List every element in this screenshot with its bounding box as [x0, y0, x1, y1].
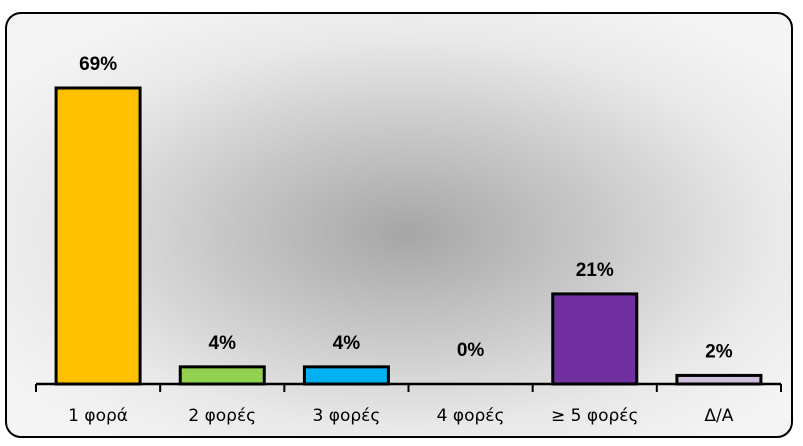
- x-tick-labels: 1 φορά 2 φορές 3 φορές 4 φορές ≥ 5 φορές Δ/Α: [68, 406, 734, 426]
- x-tick-label-4: 4 φορές: [437, 406, 505, 426]
- x-axis: [35, 382, 782, 392]
- data-label-6: 2%: [705, 341, 733, 362]
- x-tick-label-6: Δ/Α: [704, 406, 733, 426]
- data-label-4: 0%: [457, 340, 485, 361]
- data-labels: 69% 4% 4% 0% 21% 2%: [79, 54, 733, 362]
- x-tick-label-1: 1 φορά: [68, 406, 128, 426]
- x-tick-label-5: ≥ 5 φορές: [551, 406, 638, 426]
- bar-6: [675, 373, 763, 386]
- bar-3: [302, 365, 390, 386]
- bar-2: [178, 365, 266, 386]
- data-label-2: 4%: [209, 333, 237, 354]
- bars-layer: [54, 86, 763, 386]
- data-label-3: 4%: [333, 333, 361, 354]
- bar-1: [54, 86, 142, 386]
- x-tick-label-3: 3 φορές: [313, 406, 381, 426]
- bar-5: [551, 292, 639, 386]
- data-label-5: 21%: [576, 260, 614, 281]
- x-tick-label-2: 2 φορές: [188, 406, 256, 426]
- data-label-1: 69%: [79, 54, 117, 75]
